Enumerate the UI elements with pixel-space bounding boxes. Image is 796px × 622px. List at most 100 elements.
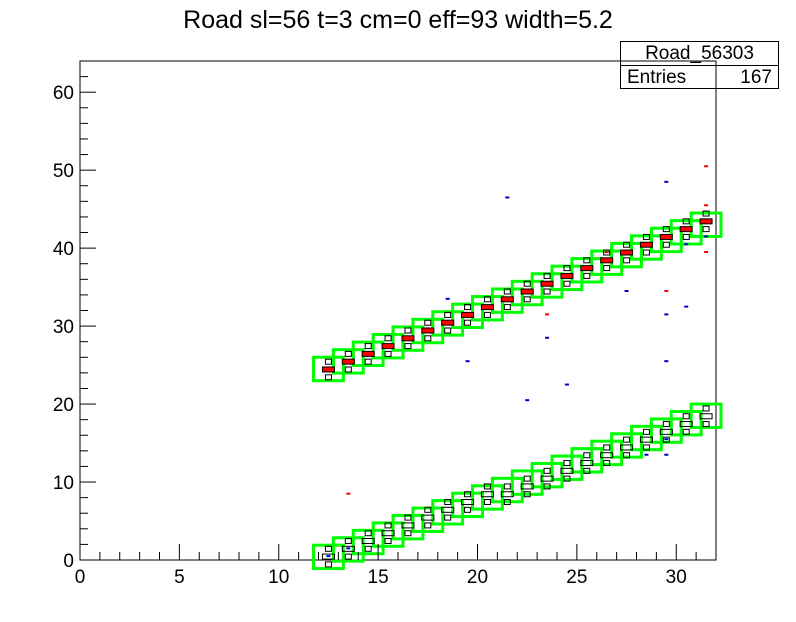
y-tick-label: 0 bbox=[63, 551, 74, 572]
hit-cell bbox=[424, 335, 432, 342]
hit-cell bbox=[679, 421, 693, 428]
hit-marker bbox=[664, 235, 669, 238]
hit-cell bbox=[620, 444, 634, 451]
x-tick-label: 10 bbox=[268, 567, 289, 588]
hit-marker bbox=[525, 290, 530, 293]
hit-cell bbox=[441, 506, 455, 513]
hit-cell bbox=[659, 428, 673, 435]
hit-cell bbox=[580, 460, 594, 467]
hit-cell bbox=[324, 374, 332, 381]
road-window bbox=[530, 461, 564, 489]
hit-cell bbox=[702, 226, 710, 233]
hit-cell bbox=[603, 444, 611, 451]
road-window bbox=[510, 469, 544, 496]
road-window bbox=[689, 402, 723, 429]
hit-cell bbox=[464, 491, 472, 498]
y-tick-label: 60 bbox=[53, 83, 74, 104]
hit-cell bbox=[480, 491, 494, 498]
hit-marker bbox=[704, 251, 709, 254]
hit-cell bbox=[404, 327, 412, 334]
road-window bbox=[490, 476, 524, 504]
hit-cell bbox=[424, 506, 432, 513]
road-window bbox=[331, 348, 365, 375]
hit-cell bbox=[404, 514, 412, 521]
hit-cell bbox=[623, 241, 631, 248]
hit-cell bbox=[381, 530, 395, 537]
hit-marker bbox=[664, 438, 669, 441]
hit-cell bbox=[503, 483, 511, 490]
hit-marker bbox=[704, 165, 709, 168]
hit-cell bbox=[603, 265, 611, 272]
hit-cell bbox=[523, 280, 531, 287]
hit-cell bbox=[324, 358, 332, 365]
hit-cell bbox=[543, 272, 551, 279]
hit-cell bbox=[424, 522, 432, 529]
x-tick-label: 15 bbox=[368, 567, 389, 588]
hit-marker bbox=[346, 547, 351, 550]
y-tick-label: 40 bbox=[53, 239, 74, 260]
hit-marker bbox=[425, 328, 430, 331]
hit-cell bbox=[503, 499, 511, 506]
hit-cell bbox=[483, 483, 491, 490]
hit-cell bbox=[583, 272, 591, 279]
hit-cell bbox=[603, 460, 611, 467]
hit-marker bbox=[326, 555, 331, 558]
y-tick-label: 30 bbox=[53, 317, 74, 338]
road-window bbox=[312, 543, 345, 571]
hit-cell bbox=[662, 421, 670, 428]
hit-cell bbox=[682, 428, 690, 435]
hit-cell bbox=[639, 436, 653, 443]
road-window bbox=[471, 484, 504, 511]
hit-cell bbox=[523, 475, 531, 482]
hit-cell bbox=[600, 452, 614, 459]
hit-cell bbox=[444, 499, 452, 506]
hit-cell bbox=[364, 530, 372, 537]
hit-marker bbox=[704, 219, 709, 222]
hit-marker bbox=[644, 453, 649, 456]
hit-cell bbox=[563, 460, 571, 467]
x-tick-label: 20 bbox=[467, 567, 488, 588]
hit-marker bbox=[664, 290, 669, 293]
hit-cell bbox=[623, 452, 631, 459]
hit-marker bbox=[684, 305, 689, 308]
hit-cell bbox=[503, 304, 511, 311]
stats-histogram-name: Road_56303 bbox=[621, 42, 778, 66]
hit-cell bbox=[464, 304, 472, 311]
hit-marker bbox=[465, 360, 470, 363]
hit-cell bbox=[500, 491, 514, 498]
hit-cell bbox=[384, 350, 392, 357]
hit-cell bbox=[540, 475, 554, 482]
hit-cell bbox=[603, 249, 611, 256]
hit-cell bbox=[543, 467, 551, 474]
hit-cell bbox=[461, 499, 475, 506]
road-window bbox=[351, 340, 385, 367]
hit-cell bbox=[699, 413, 713, 420]
hit-marker bbox=[545, 313, 550, 316]
hit-cell bbox=[364, 545, 372, 552]
hit-cell bbox=[662, 226, 670, 233]
hit-marker bbox=[445, 321, 450, 324]
hit-cell bbox=[563, 265, 571, 272]
hit-cell bbox=[421, 514, 435, 521]
road-window bbox=[590, 439, 624, 467]
hit-cell bbox=[682, 218, 690, 225]
y-tick-label: 10 bbox=[53, 473, 74, 494]
hit-cell bbox=[483, 311, 491, 318]
road-window bbox=[371, 521, 405, 548]
hit-marker bbox=[326, 367, 331, 370]
road-window bbox=[411, 506, 445, 533]
hit-marker bbox=[386, 344, 391, 347]
hit-marker bbox=[505, 297, 510, 300]
hit-marker bbox=[346, 360, 351, 363]
hit-marker bbox=[545, 282, 550, 285]
road-window bbox=[649, 226, 683, 254]
road-window bbox=[312, 355, 345, 383]
hit-cell bbox=[702, 405, 710, 412]
hit-cell bbox=[361, 538, 375, 545]
hit-marker bbox=[564, 274, 569, 277]
road-window bbox=[431, 310, 465, 337]
hit-marker bbox=[704, 235, 709, 238]
hit-marker bbox=[704, 204, 709, 207]
hit-marker bbox=[664, 453, 669, 456]
